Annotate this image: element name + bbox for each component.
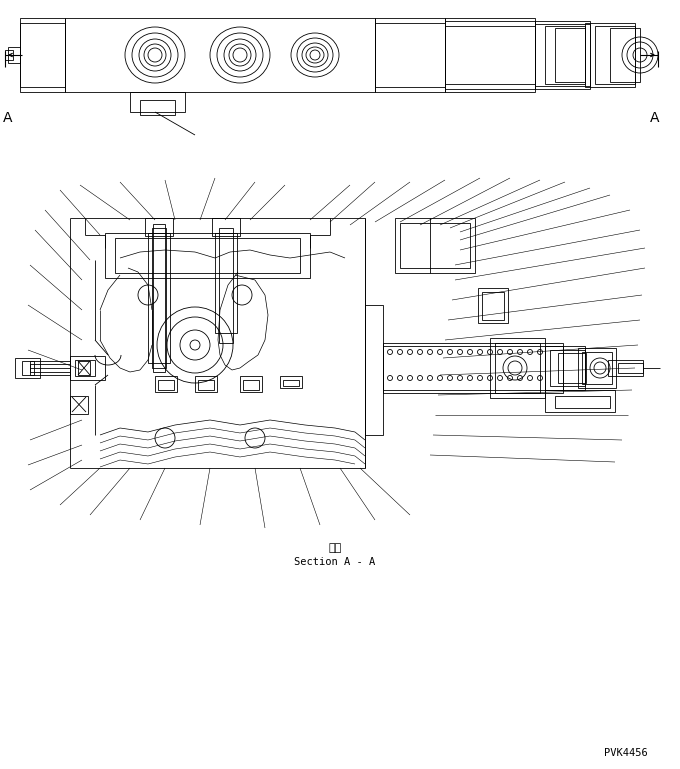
Bar (219, 228, 233, 343)
Bar (243, 380, 259, 390)
Text: Section A - A: Section A - A (294, 557, 375, 567)
Bar (15, 358, 40, 378)
Bar (595, 26, 635, 84)
Bar (30, 361, 70, 375)
Bar (383, 343, 563, 393)
Bar (30, 364, 70, 372)
Bar (75, 360, 95, 376)
Bar (578, 348, 616, 388)
Bar (155, 376, 177, 392)
Bar (145, 218, 173, 236)
Bar (115, 238, 300, 273)
Bar (375, 23, 445, 87)
Bar (20, 18, 65, 92)
Bar (545, 390, 615, 412)
Bar (585, 23, 635, 87)
Bar (608, 360, 643, 376)
Bar (445, 21, 535, 89)
Bar (148, 233, 170, 363)
Bar (395, 218, 475, 273)
Bar (158, 380, 174, 390)
Bar (78, 361, 90, 375)
Bar (65, 18, 375, 92)
Bar (558, 353, 586, 383)
Bar (20, 23, 65, 87)
Bar (445, 18, 535, 92)
Bar (8, 47, 20, 63)
Bar (198, 380, 214, 390)
Bar (215, 233, 237, 333)
Bar (555, 28, 585, 82)
Bar (495, 343, 540, 393)
Bar (445, 26, 535, 84)
Bar (5, 50, 13, 60)
Bar (400, 223, 470, 268)
Bar (70, 396, 88, 414)
Bar (545, 26, 585, 84)
Bar (610, 28, 640, 82)
Bar (212, 218, 240, 236)
Bar (280, 376, 302, 388)
Bar (535, 21, 590, 89)
Bar (105, 233, 310, 278)
Bar (240, 376, 262, 392)
Bar (383, 346, 563, 390)
Bar (70, 356, 105, 380)
Text: A: A (650, 111, 660, 125)
Bar (283, 380, 299, 386)
Bar (618, 363, 643, 373)
Bar (535, 24, 590, 86)
Bar (365, 305, 383, 435)
Bar (22, 361, 34, 375)
Bar (478, 288, 508, 323)
Bar (482, 292, 504, 320)
Text: 断面: 断面 (328, 543, 341, 553)
Text: A: A (3, 111, 13, 125)
Bar (195, 376, 217, 392)
Bar (375, 18, 445, 92)
Bar (153, 224, 165, 372)
Bar (550, 350, 585, 386)
Bar (130, 92, 185, 112)
Bar (152, 228, 166, 368)
Text: PVK4456: PVK4456 (605, 748, 648, 758)
Bar (582, 352, 612, 384)
Bar (490, 338, 545, 398)
Bar (555, 396, 610, 408)
Bar (545, 346, 585, 390)
Bar (140, 100, 175, 115)
